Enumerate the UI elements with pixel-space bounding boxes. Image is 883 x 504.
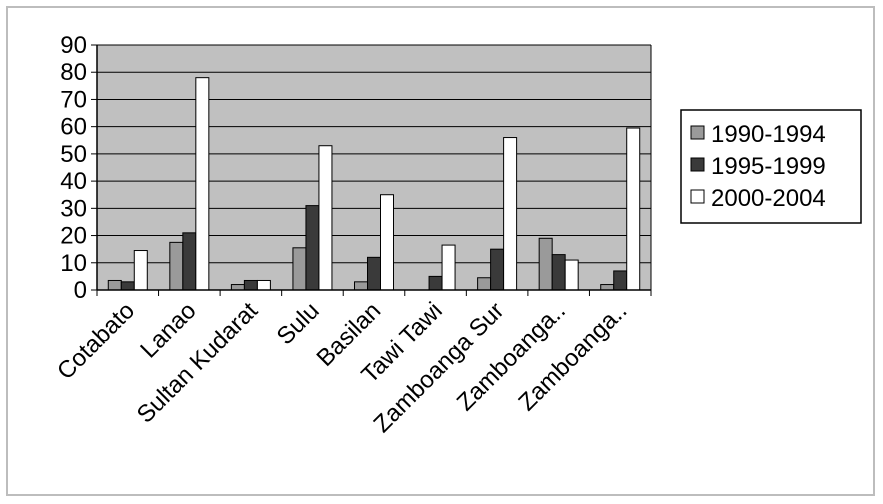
bar-2000-2004-8 [626, 127, 641, 291]
bar-1995-1999-8 [613, 270, 628, 291]
bar-2000-2004-6 [503, 137, 518, 291]
x-category-label: Sulu [272, 297, 325, 350]
y-tick-label: 40 [60, 168, 87, 195]
legend-label: 2000-2004 [711, 185, 826, 212]
legend-box [680, 109, 862, 224]
bar-1995-1999-5 [428, 275, 443, 291]
bar-1990-1994-1 [169, 241, 184, 291]
legend-swatch [690, 189, 705, 204]
x-category-label: Cotabato [52, 297, 140, 385]
bar-1990-1994-6 [477, 277, 492, 291]
bar-2000-2004-3 [318, 145, 333, 291]
bar-1990-1994-8 [600, 284, 615, 291]
bar-1995-1999-4 [367, 256, 381, 291]
bar-2000-2004-4 [380, 194, 394, 291]
y-tick-label: 30 [60, 195, 87, 222]
bar-1990-1994-7 [538, 237, 553, 291]
bar-1995-1999-1 [182, 232, 197, 291]
y-tick-label: 20 [60, 223, 87, 250]
bar-1990-1994-0 [107, 279, 122, 291]
bar-1995-1999-0 [120, 281, 135, 291]
y-tick-label: 50 [60, 141, 87, 168]
legend-label: 1990-1994 [711, 121, 826, 148]
legend-swatch [690, 125, 705, 140]
y-tick-label: 90 [60, 32, 87, 59]
bar-1990-1994-2 [230, 284, 245, 291]
bar-1995-1999-3 [305, 205, 320, 291]
bar-1995-1999-2 [243, 279, 258, 291]
bar-2000-2004-0 [133, 250, 148, 291]
legend-swatch [690, 157, 705, 172]
bar-2000-2004-7 [564, 259, 579, 291]
y-tick-label: 0 [74, 277, 87, 304]
bar-2000-2004-1 [195, 77, 210, 291]
x-category-label: Zamboanga.. [513, 297, 632, 416]
legend-label: 1995-1999 [711, 153, 826, 180]
y-tick-label: 60 [60, 114, 87, 141]
y-tick-label: 10 [60, 250, 87, 277]
y-tick-label: 80 [60, 59, 87, 86]
bar-1990-1994-3 [292, 247, 307, 291]
y-tick-label: 70 [60, 86, 87, 113]
bar-2000-2004-5 [441, 244, 456, 291]
bar-1995-1999-6 [490, 248, 505, 291]
bar-1990-1994-4 [354, 281, 368, 291]
bar-2000-2004-2 [256, 279, 271, 291]
bar-1995-1999-7 [551, 254, 566, 291]
